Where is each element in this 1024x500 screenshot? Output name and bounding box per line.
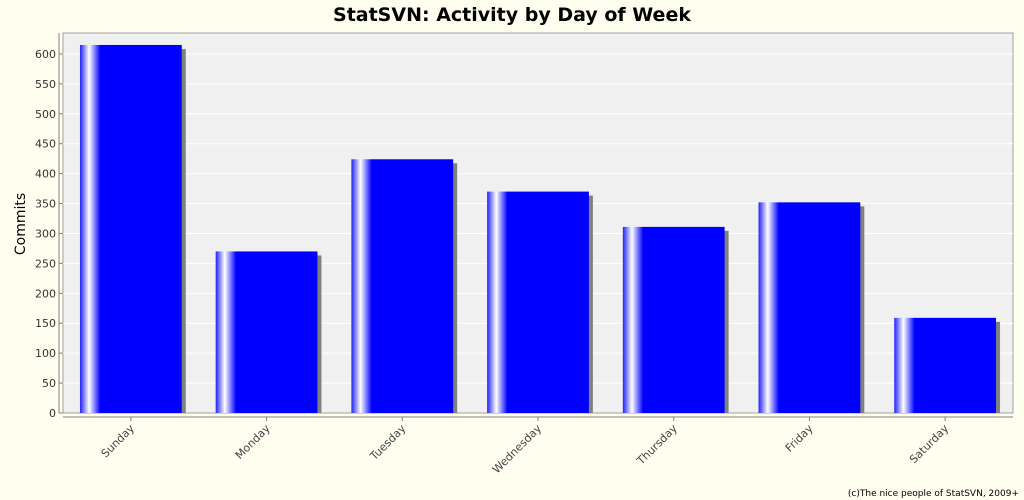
x-tick-label: Wednesday <box>490 422 545 477</box>
y-tick-label: 400 <box>35 168 56 181</box>
bars <box>79 44 997 413</box>
y-axis-label: Commits <box>13 193 29 255</box>
y-tick-label: 600 <box>35 48 56 61</box>
y-tick-label: 100 <box>35 347 56 360</box>
bar-wednesday <box>487 191 589 413</box>
y-tick-label: 0 <box>49 407 56 420</box>
x-axis: Sunday Monday Tuesday Wednesday Thursday Frid… <box>63 416 1013 477</box>
y-tick-label: 150 <box>35 317 56 330</box>
x-tick-label: Thursday <box>634 422 680 468</box>
bar-saturday <box>894 317 997 413</box>
y-tick-label: 350 <box>35 198 56 211</box>
x-tick-label: Sunday <box>99 422 138 461</box>
y-tick-label: 500 <box>35 108 56 121</box>
y-tick-label: 450 <box>35 138 56 151</box>
x-tick-label: Saturday <box>907 422 952 467</box>
y-tick-label: 50 <box>42 377 56 390</box>
y-tick-label: 300 <box>35 227 56 240</box>
chart-title: StatSVN: Activity by Day of Week <box>333 4 691 26</box>
bar-tuesday <box>351 159 454 413</box>
x-tick-label: Friday <box>783 422 816 455</box>
bar-friday <box>758 202 861 413</box>
y-tick-label: 200 <box>35 287 56 300</box>
credit-text: (c)The nice people of StatSVN, 2009+ <box>848 489 1019 499</box>
bar-thursday <box>622 226 725 413</box>
bar-sunday <box>79 44 182 413</box>
bar-monday <box>215 251 318 413</box>
x-tick-label: Tuesday <box>367 422 409 464</box>
y-axis: 0 50 100 150 200 250 300 350 400 450 500 550 600 <box>35 33 63 420</box>
x-tick-label: Monday <box>233 422 273 462</box>
y-tick-label: 250 <box>35 257 56 270</box>
y-tick-label: 550 <box>35 78 56 91</box>
